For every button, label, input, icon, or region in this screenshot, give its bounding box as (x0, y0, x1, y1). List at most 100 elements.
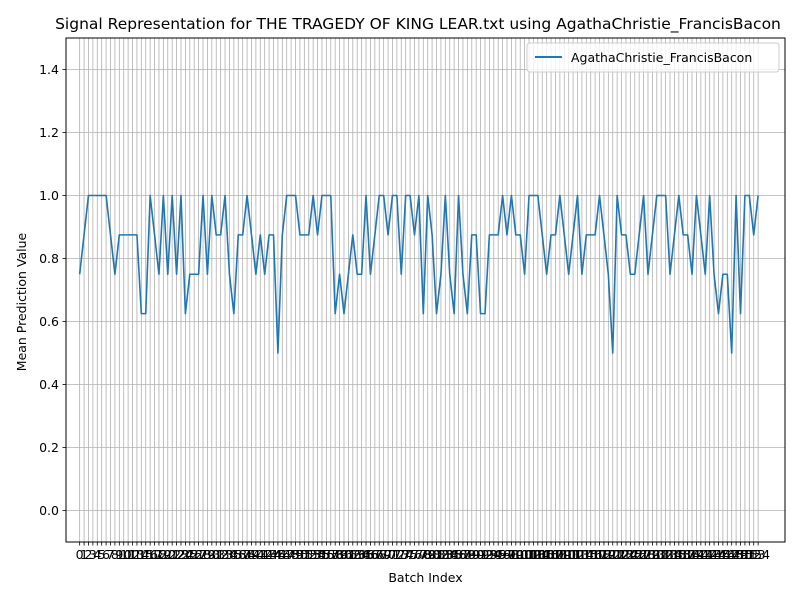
y-tick-label: 0.4 (39, 377, 59, 392)
x-tick-label: 105 (530, 547, 554, 562)
x-tick-label: 116 (579, 547, 603, 562)
x-tick-label: 82 (433, 547, 449, 562)
x-tick-label: 45 (270, 547, 286, 562)
x-axis-ticks: 0123456789101112131415161718192021222324… (76, 542, 770, 562)
x-tick-label: 81 (429, 547, 445, 562)
x-tick-label: 59 (332, 547, 348, 562)
x-tick-label: 128 (632, 547, 656, 562)
x-tick-label: 127 (627, 547, 651, 562)
x-tick-label: 89 (464, 547, 480, 562)
x-tick-label: 53 (305, 547, 321, 562)
x-tick-label: 39 (244, 547, 260, 562)
x-tick-label: 134 (658, 547, 682, 562)
x-tick-label: 11 (120, 547, 136, 562)
x-tick-label: 123 (610, 547, 634, 562)
y-tick-label: 0.6 (39, 314, 59, 329)
x-tick-label: 7 (107, 547, 115, 562)
x-tick-label: 131 (645, 547, 669, 562)
x-tick-label: 63 (349, 547, 365, 562)
x-tick-label: 61 (340, 547, 356, 562)
x-tick-label: 2 (84, 547, 92, 562)
x-tick-label: 118 (588, 547, 612, 562)
x-tick-label: 66 (362, 547, 378, 562)
legend-entry-label: AgathaChristie_FrancisBacon (571, 50, 752, 65)
x-tick-label: 151 (733, 547, 757, 562)
x-axis-label: Batch Index (388, 570, 462, 585)
x-tick-label: 113 (566, 547, 590, 562)
x-tick-label: 49 (288, 547, 304, 562)
x-tick-label: 68 (371, 547, 387, 562)
x-tick-label: 149 (724, 547, 748, 562)
x-tick-label: 141 (689, 547, 713, 562)
x-tick-label: 60 (336, 547, 352, 562)
x-tick-label: 94 (486, 547, 502, 562)
x-tick-label: 43 (261, 547, 277, 562)
x-tick-label: 97 (499, 547, 515, 562)
x-tick-label: 18 (151, 547, 167, 562)
x-tick-label: 51 (296, 547, 312, 562)
x-tick-label: 130 (640, 547, 664, 562)
x-tick-label: 17 (147, 547, 163, 562)
x-tick-label: 139 (680, 547, 704, 562)
x-tick-label: 19 (155, 547, 171, 562)
x-tick-label: 84 (442, 547, 458, 562)
x-tick-label: 4 (93, 547, 101, 562)
x-tick-label: 0 (76, 547, 84, 562)
x-tick-label: 133 (654, 547, 678, 562)
x-tick-label: 48 (283, 547, 299, 562)
x-tick-label: 34 (221, 547, 237, 562)
x-tick-label: 112 (561, 547, 585, 562)
y-tick-label: 0.0 (39, 503, 59, 518)
x-tick-label: 90 (468, 547, 484, 562)
x-tick-label: 73 (393, 547, 409, 562)
x-tick-label: 6 (102, 547, 110, 562)
x-tick-label: 23 (173, 547, 189, 562)
x-tick-label: 108 (544, 547, 568, 562)
y-tick-label: 0.8 (39, 251, 59, 266)
x-tick-label: 111 (557, 547, 581, 562)
x-tick-label: 91 (473, 547, 489, 562)
x-tick-label: 147 (715, 547, 739, 562)
x-tick-label: 29 (199, 547, 215, 562)
x-tick-label: 21 (164, 547, 180, 562)
x-tick-label: 74 (398, 547, 414, 562)
x-tick-label: 153 (742, 547, 766, 562)
x-tick-label: 55 (314, 547, 330, 562)
x-tick-label: 56 (318, 547, 334, 562)
x-tick-label: 58 (327, 547, 343, 562)
x-tick-label: 35 (226, 547, 242, 562)
x-tick-label: 12 (125, 547, 141, 562)
y-tick-label: 1.4 (39, 62, 59, 77)
x-tick-label: 47 (279, 547, 295, 562)
x-tick-label: 101 (513, 547, 537, 562)
x-tick-label: 46 (274, 547, 290, 562)
x-tick-label: 120 (596, 547, 620, 562)
x-tick-label: 98 (503, 547, 519, 562)
x-tick-label: 117 (583, 547, 607, 562)
x-tick-label: 38 (239, 547, 255, 562)
x-tick-label: 40 (248, 547, 264, 562)
y-axis-ticks: 0.0 0.2 0.4 0.6 0.8 1.0 1.2 1.4 (39, 62, 66, 518)
y-axis-label: Mean Prediction Value (14, 232, 29, 371)
x-tick-label: 140 (685, 547, 709, 562)
x-tick-label: 88 (459, 547, 475, 562)
plot-area-frame (65, 37, 786, 543)
x-tick-label: 135 (662, 547, 686, 562)
x-tick-label: 154 (746, 547, 770, 562)
x-tick-label: 142 (693, 547, 717, 562)
x-tick-label: 99 (508, 547, 524, 562)
y-tick-label: 1.2 (39, 125, 59, 140)
x-tick-label: 87 (455, 547, 471, 562)
x-tick-label: 136 (667, 547, 691, 562)
x-tick-label: 16 (142, 547, 158, 562)
y-tick-label: 1.0 (39, 188, 59, 203)
x-tick-label: 41 (252, 547, 268, 562)
x-tick-label: 31 (208, 547, 224, 562)
x-tick-label: 24 (177, 547, 193, 562)
x-tick-label: 8 (111, 547, 119, 562)
x-tick-label: 42 (257, 547, 273, 562)
x-tick-label: 78 (415, 547, 431, 562)
x-tick-label: 57 (323, 547, 339, 562)
legend-box (526, 42, 780, 73)
x-tick-label: 93 (481, 547, 497, 562)
